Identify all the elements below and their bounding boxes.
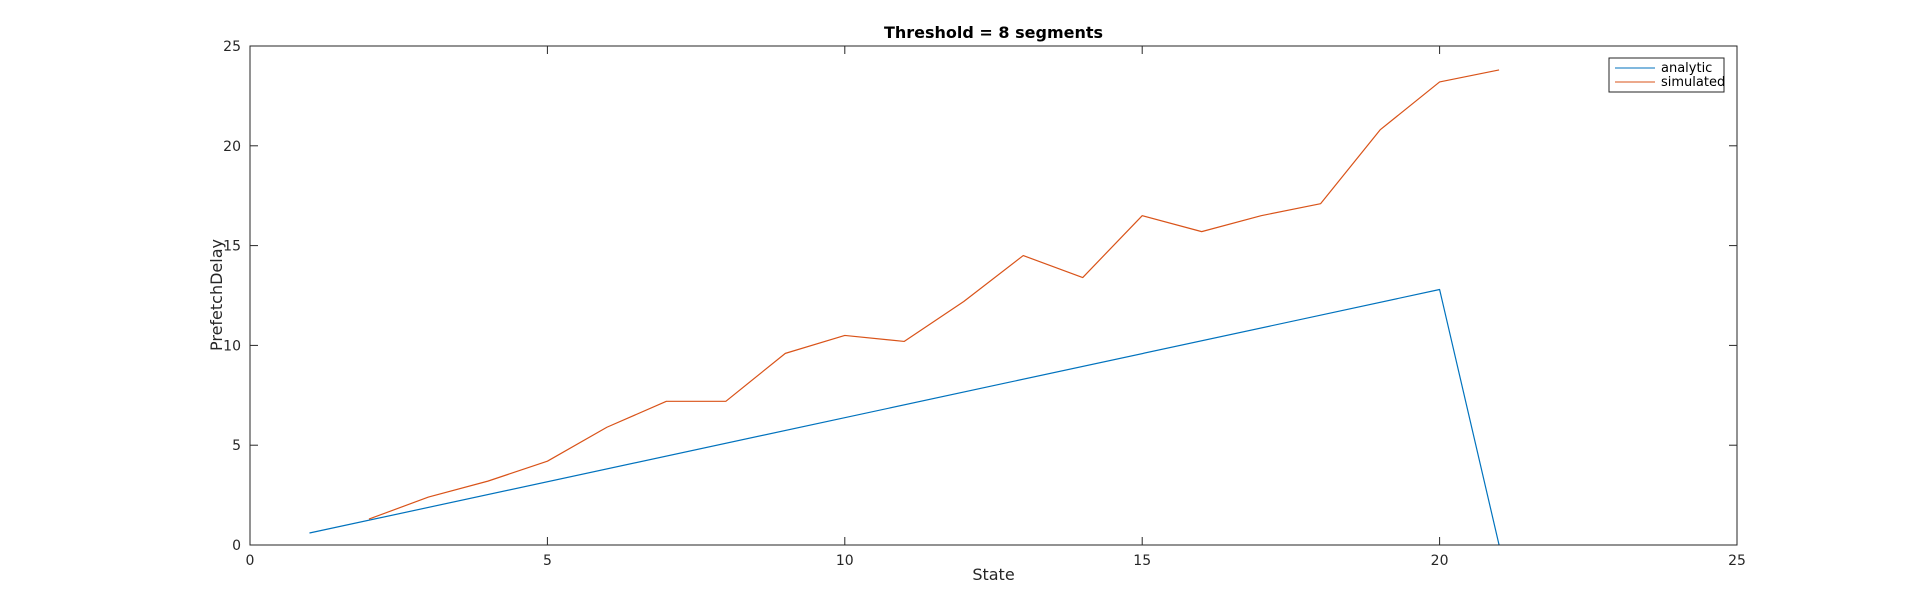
y-tick-label: 0 [232, 538, 241, 554]
x-tick-label: 10 [836, 553, 854, 569]
x-tick-label: 25 [1728, 553, 1746, 569]
x-tick-label: 0 [246, 553, 255, 569]
x-axis-title: State [972, 565, 1014, 584]
x-tick-label: 5 [543, 553, 552, 569]
series-layer [309, 69, 1500, 546]
chart-title: Threshold = 8 segments [884, 23, 1103, 42]
plot-background [250, 46, 1737, 545]
y-tick-label: 20 [223, 139, 241, 155]
tick-labels-layer: 0 5 10 15 20 25 0 5 10 15 20 25 [223, 39, 1746, 569]
y-tick-label: 15 [223, 239, 241, 255]
legend-label-analytic: analytic [1661, 61, 1712, 76]
y-tick-label: 25 [223, 39, 241, 55]
legend: analytic simulated [1608, 57, 1725, 93]
y-tick-label: 5 [232, 438, 241, 454]
series-line-simulated [368, 69, 1500, 520]
y-tick-label: 10 [223, 338, 241, 354]
series-line-analytic [309, 288, 1500, 546]
legend-box [1608, 57, 1725, 93]
legend-label-simulated: simulated [1661, 75, 1725, 90]
x-tick-label: 15 [1133, 553, 1151, 569]
plot-frame [249, 45, 1738, 546]
x-tick-label: 20 [1431, 553, 1449, 569]
y-axis-title: PrefetchDelay [207, 239, 226, 351]
